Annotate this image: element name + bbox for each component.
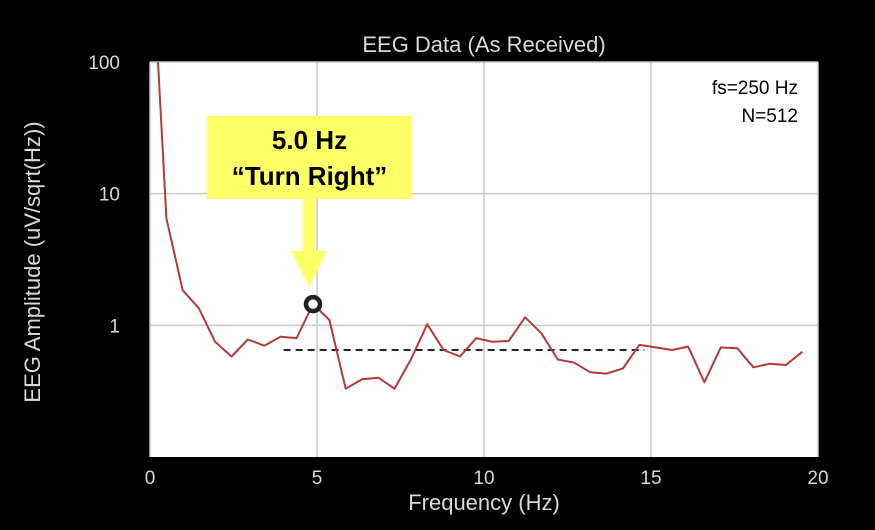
sampling-rate-label: fs=250 Hz (712, 78, 798, 99)
annotation-command: “Turn Right” (231, 161, 388, 191)
tick-labels: 0 5 10 15 20 1 10 100 (88, 53, 828, 489)
x-axis-label: Frequency (Hz) (408, 490, 560, 515)
x-tick-label: 0 (145, 468, 156, 489)
x-tick-label: 15 (640, 468, 661, 489)
x-tick-label: 5 (312, 468, 323, 489)
annotation-arrow-shaft (302, 199, 315, 253)
x-tick-label: 10 (473, 468, 494, 489)
annotation-callout: 5.0 Hz “Turn Right” (207, 116, 412, 199)
y-tick-label: 10 (99, 185, 120, 206)
x-tick-label: 20 (807, 468, 828, 489)
annotation-frequency: 5.0 Hz (271, 125, 348, 155)
annotation-arrow-head (290, 251, 327, 287)
highlight-marker (303, 294, 323, 314)
amplitude-series-line (157, 61, 803, 390)
y-tick-label: 100 (88, 53, 120, 74)
y-tick-label: 1 (109, 316, 120, 337)
series-layer (157, 61, 803, 390)
chart-title: EEG Data (As Received) (362, 32, 605, 57)
grid (149, 61, 819, 457)
annotation-arrow-layer (290, 199, 327, 287)
sample-count-label: N=512 (741, 106, 798, 127)
y-axis-label: EEG Amplitude (uV/sqrt(Hz)) (20, 121, 45, 402)
